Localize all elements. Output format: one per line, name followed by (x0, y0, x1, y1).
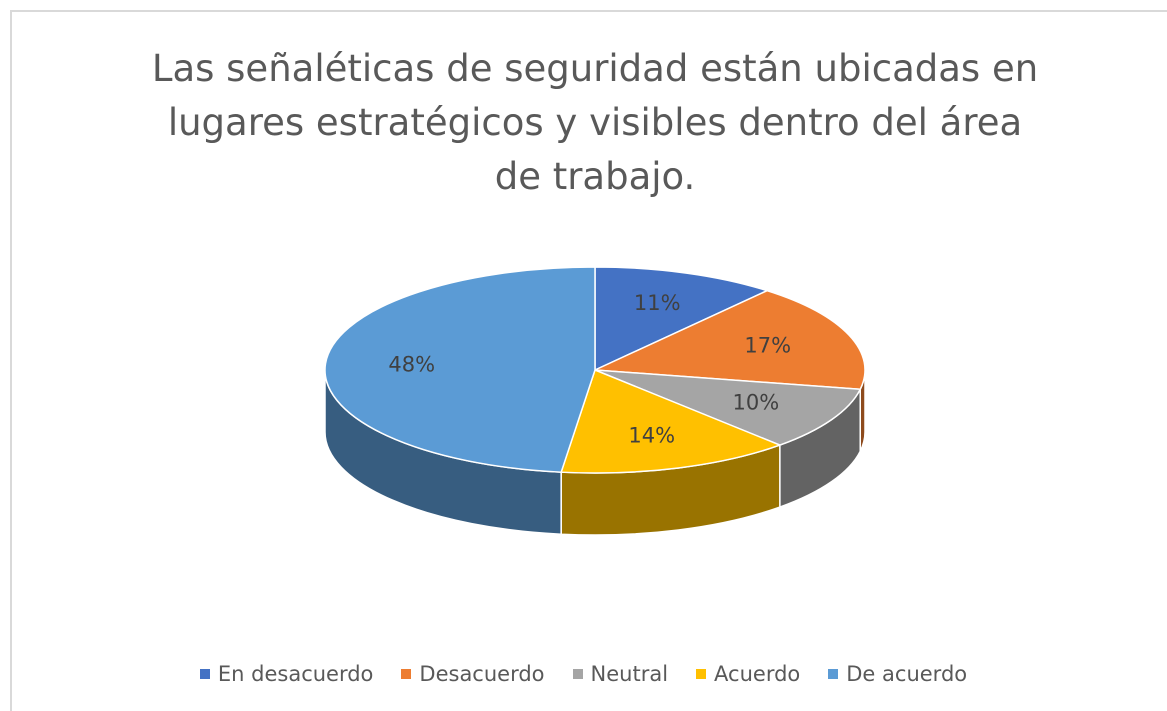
data-label: 48% (388, 353, 435, 377)
legend-item: Neutral (572, 662, 669, 686)
chart-frame (10, 10, 1167, 711)
legend-swatch (199, 669, 210, 679)
legend-swatch (696, 669, 707, 679)
legend-item: En desacuerdo (199, 662, 374, 686)
legend-swatch (401, 669, 412, 679)
legend-item: Acuerdo (696, 662, 800, 686)
legend-label: Neutral (590, 662, 669, 686)
chart-title: Las señaléticas de seguridad están ubica… (151, 47, 1039, 198)
legend-swatch (572, 669, 583, 679)
legend-label: Acuerdo (714, 662, 801, 686)
data-label: 10% (733, 391, 780, 415)
legend-item: De acuerdo (828, 662, 967, 686)
legend-label: Desacuerdo (419, 662, 545, 686)
slice (594, 369, 862, 446)
slice (594, 289, 866, 391)
slice (560, 369, 782, 474)
legend-label: En desacuerdo (217, 662, 374, 686)
data-label: 14% (628, 424, 675, 448)
legend: En desacuerdo Desacuerdo Neutral Acuerdo De … (0, 662, 1167, 686)
data-label: 17% (744, 333, 791, 357)
slice (594, 266, 770, 372)
legend-label: De acuerdo (846, 662, 968, 686)
slice (324, 266, 596, 473)
data-label: 11% (634, 291, 681, 315)
legend-swatch (828, 669, 839, 679)
legend-item: Desacuerdo (401, 662, 545, 686)
